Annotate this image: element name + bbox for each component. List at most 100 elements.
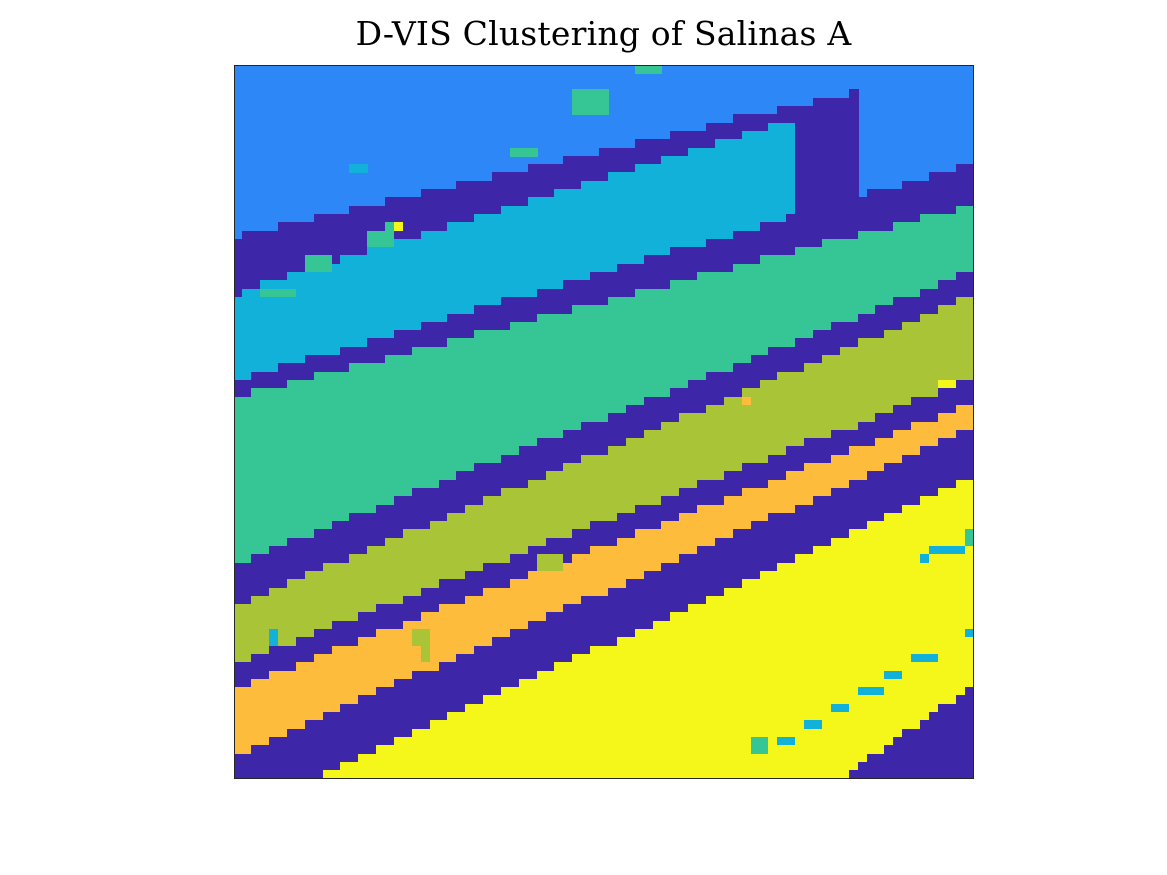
- heatmap-cell-boundary: [688, 380, 761, 389]
- heatmap-cell-boundary: [795, 131, 859, 140]
- heatmap-cell-boundary: [679, 488, 743, 497]
- heatmap-cell-c2: [234, 314, 448, 323]
- heatmap-cell-c6: [920, 496, 974, 506]
- heatmap-cell-boundary: [234, 762, 341, 771]
- heatmap-cell-boundary: [795, 148, 859, 157]
- heatmap-cell-c3: [234, 546, 270, 555]
- heatmap-cell-boundary: [412, 671, 538, 680]
- heatmap-cell-c3: [697, 272, 957, 281]
- heatmap-cell-c5: [269, 671, 413, 680]
- heatmap-cell-boundary: [287, 729, 413, 738]
- heatmap-cell-boundary: [269, 646, 333, 655]
- heatmap-cell-c4: [760, 380, 939, 389]
- heatmap-cell-boundary: [599, 148, 689, 157]
- heatmap-cell-c6: [590, 646, 974, 655]
- heatmap-cell-c5: [234, 687, 377, 696]
- heatmap-cell-c4: [234, 646, 270, 655]
- heatmap-cell-c6: [537, 671, 885, 680]
- heatmap-cell-c3: [447, 338, 796, 348]
- heatmap-cell-c5: [430, 654, 457, 663]
- heatmap-cell-boundary: [795, 139, 859, 149]
- heatmap-cell-c6: [394, 737, 752, 746]
- heatmap-cell-c2: [242, 289, 261, 298]
- heatmap-cell-boundary: [938, 280, 974, 290]
- heatmap-cell-c4: [902, 322, 974, 331]
- heatmap-cell-boundary: [751, 355, 823, 364]
- heatmap-cell-boundary: [813, 496, 921, 506]
- heatmap-cell-c2: [501, 206, 796, 215]
- heatmap-cell-boundary: [394, 679, 520, 688]
- heatmap-cell-c5: [465, 596, 582, 605]
- heatmap-cell-boundary: [581, 422, 662, 431]
- heatmap-cell-c4: [234, 654, 252, 663]
- heatmap-cell-boundary: [920, 289, 974, 298]
- heatmap-cell-boundary: [296, 637, 359, 647]
- heatmap-cell-boundary: [563, 554, 573, 564]
- heatmap-cell-boundary: [929, 172, 974, 182]
- heatmap-cell-boundary: [492, 637, 618, 647]
- heatmap-cell-boundary: [581, 596, 707, 605]
- heatmap-cell-boundary: [474, 463, 564, 472]
- heatmap-cell-c4: [920, 314, 974, 323]
- heatmap-cell-c2: [234, 330, 395, 339]
- heatmap-cell-c5: [742, 397, 752, 406]
- heatmap-cell-boundary: [349, 513, 448, 522]
- heatmap-cell-c3: [234, 446, 520, 456]
- heatmap-cell-boundary: [305, 355, 386, 364]
- heatmap-cell-boundary: [314, 629, 377, 638]
- heatmap-cell-boundary: [751, 521, 868, 530]
- heatmap-cell-boundary: [376, 505, 466, 514]
- heatmap-cell-boundary: [884, 745, 974, 755]
- heatmap-cell-boundary: [501, 455, 582, 464]
- heatmap-cell-c6: [831, 538, 966, 547]
- heatmap-cell-c3: [510, 148, 538, 157]
- heatmap-cell-boundary: [546, 612, 671, 622]
- heatmap-cell-boundary: [867, 189, 974, 198]
- heatmap-cell-boundary: [956, 380, 974, 389]
- heatmap-cell-boundary: [635, 139, 716, 149]
- heatmap-cell-c4: [412, 629, 431, 638]
- heatmap-cell-boundary: [332, 255, 341, 265]
- heatmap-cell-c6: [323, 770, 850, 779]
- cluster-heatmap: [234, 65, 974, 779]
- heatmap-cell-c5: [234, 720, 306, 730]
- heatmap-cell-boundary: [670, 247, 796, 256]
- heatmap-cell-c4: [421, 646, 431, 655]
- heatmap-cell-boundary: [563, 156, 662, 165]
- heatmap-cell-c6: [795, 737, 894, 746]
- heatmap-cell-boundary: [679, 554, 796, 564]
- heatmap-cell-boundary: [269, 546, 368, 555]
- heatmap-cell-c2: [688, 148, 796, 157]
- heatmap-cell-boundary: [742, 463, 805, 472]
- heatmap-cell-boundary: [956, 164, 974, 173]
- heatmap-cell-c3: [234, 480, 440, 489]
- heatmap-cell-c3: [234, 471, 457, 481]
- heatmap-cell-c3: [234, 397, 645, 406]
- heatmap-cell-boundary: [572, 529, 636, 539]
- heatmap-cell-boundary: [858, 762, 974, 771]
- heatmap-cell-boundary: [251, 554, 350, 564]
- heatmap-cell-boundary: [635, 505, 698, 514]
- heatmap-cell-c3: [965, 538, 974, 547]
- heatmap-cell-c2: [554, 189, 796, 198]
- heatmap-cell-c6: [447, 712, 930, 721]
- heatmap-cell-c3: [572, 98, 609, 107]
- heatmap-cell-c6: [617, 637, 974, 647]
- heatmap-cell-c4: [822, 355, 974, 364]
- heatmap-cell-boundary: [394, 231, 422, 240]
- heatmap-cell-c5: [430, 646, 475, 655]
- heatmap-cell-boundary: [528, 546, 591, 555]
- heatmap-cell-boundary: [644, 255, 761, 265]
- heatmap-cell-boundary: [367, 338, 448, 348]
- heatmap-cell-boundary: [314, 214, 475, 223]
- heatmap-cell-c4: [251, 596, 404, 605]
- heatmap-cell-c4: [234, 629, 270, 638]
- heatmap-cell-boundary: [278, 363, 350, 373]
- heatmap-cell-c6: [956, 480, 974, 489]
- heatmap-cell-c3: [251, 388, 671, 398]
- heatmap-cell-c4: [858, 338, 974, 348]
- heatmap-cell-boundary: [733, 114, 859, 124]
- heatmap-cell-boundary: [875, 413, 939, 422]
- heatmap-cell-boundary: [786, 446, 850, 456]
- heatmap-cell-boundary: [456, 654, 573, 663]
